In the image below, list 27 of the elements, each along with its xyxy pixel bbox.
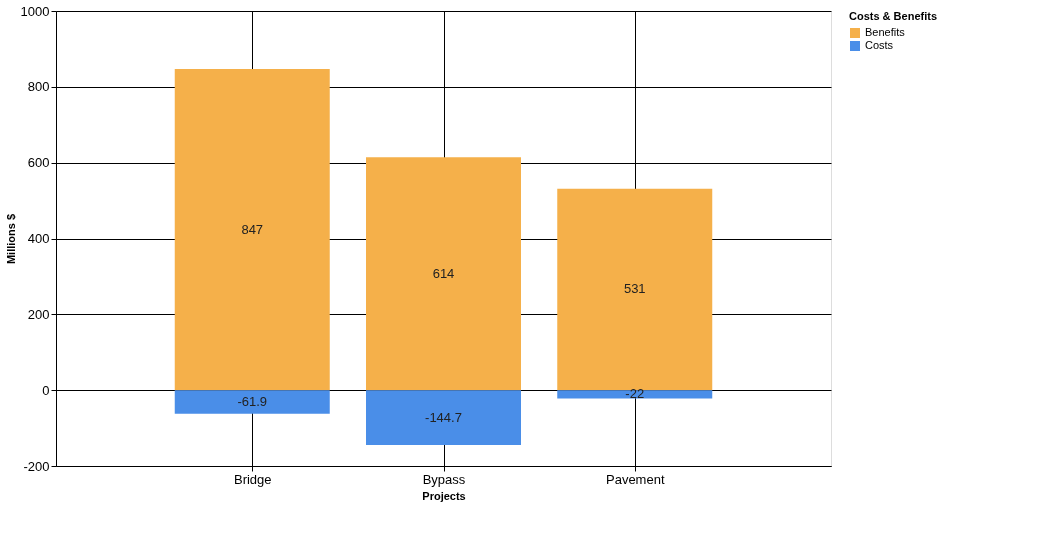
y-axis-title: Millions $: [4, 213, 17, 265]
bar: [366, 390, 521, 446]
data-label: 531: [623, 281, 646, 297]
data-label: -61.9: [237, 393, 268, 409]
y-tick-label: 400: [27, 231, 50, 246]
x-tick-label: Pavement: [605, 471, 665, 487]
data-label: 847: [241, 221, 264, 237]
y-tick-label: 800: [27, 79, 50, 95]
y-tick-label: -200: [23, 458, 50, 474]
bar: [366, 157, 521, 391]
legend-label: Costs: [865, 39, 894, 51]
bar: [174, 69, 330, 391]
bar: [557, 188, 713, 391]
y-tick-label: 200: [27, 306, 50, 322]
y-tick-label: 1000: [20, 3, 50, 19]
bar: [174, 390, 330, 414]
data-label: 614: [432, 265, 455, 281]
x-tick-label: Bypass: [422, 471, 466, 487]
y-tick-label: 600: [27, 155, 50, 171]
x-axis-title: Projects: [422, 489, 466, 502]
data-label: -144.7: [425, 409, 462, 425]
x-tick-label: Bridge: [233, 471, 272, 487]
data-label: -22: [625, 386, 645, 402]
legend-title: Costs & Benefits: [849, 10, 938, 22]
bar: [557, 390, 713, 399]
y-tick-label: 0: [42, 382, 50, 398]
legend-label: Benefits: [865, 26, 906, 38]
